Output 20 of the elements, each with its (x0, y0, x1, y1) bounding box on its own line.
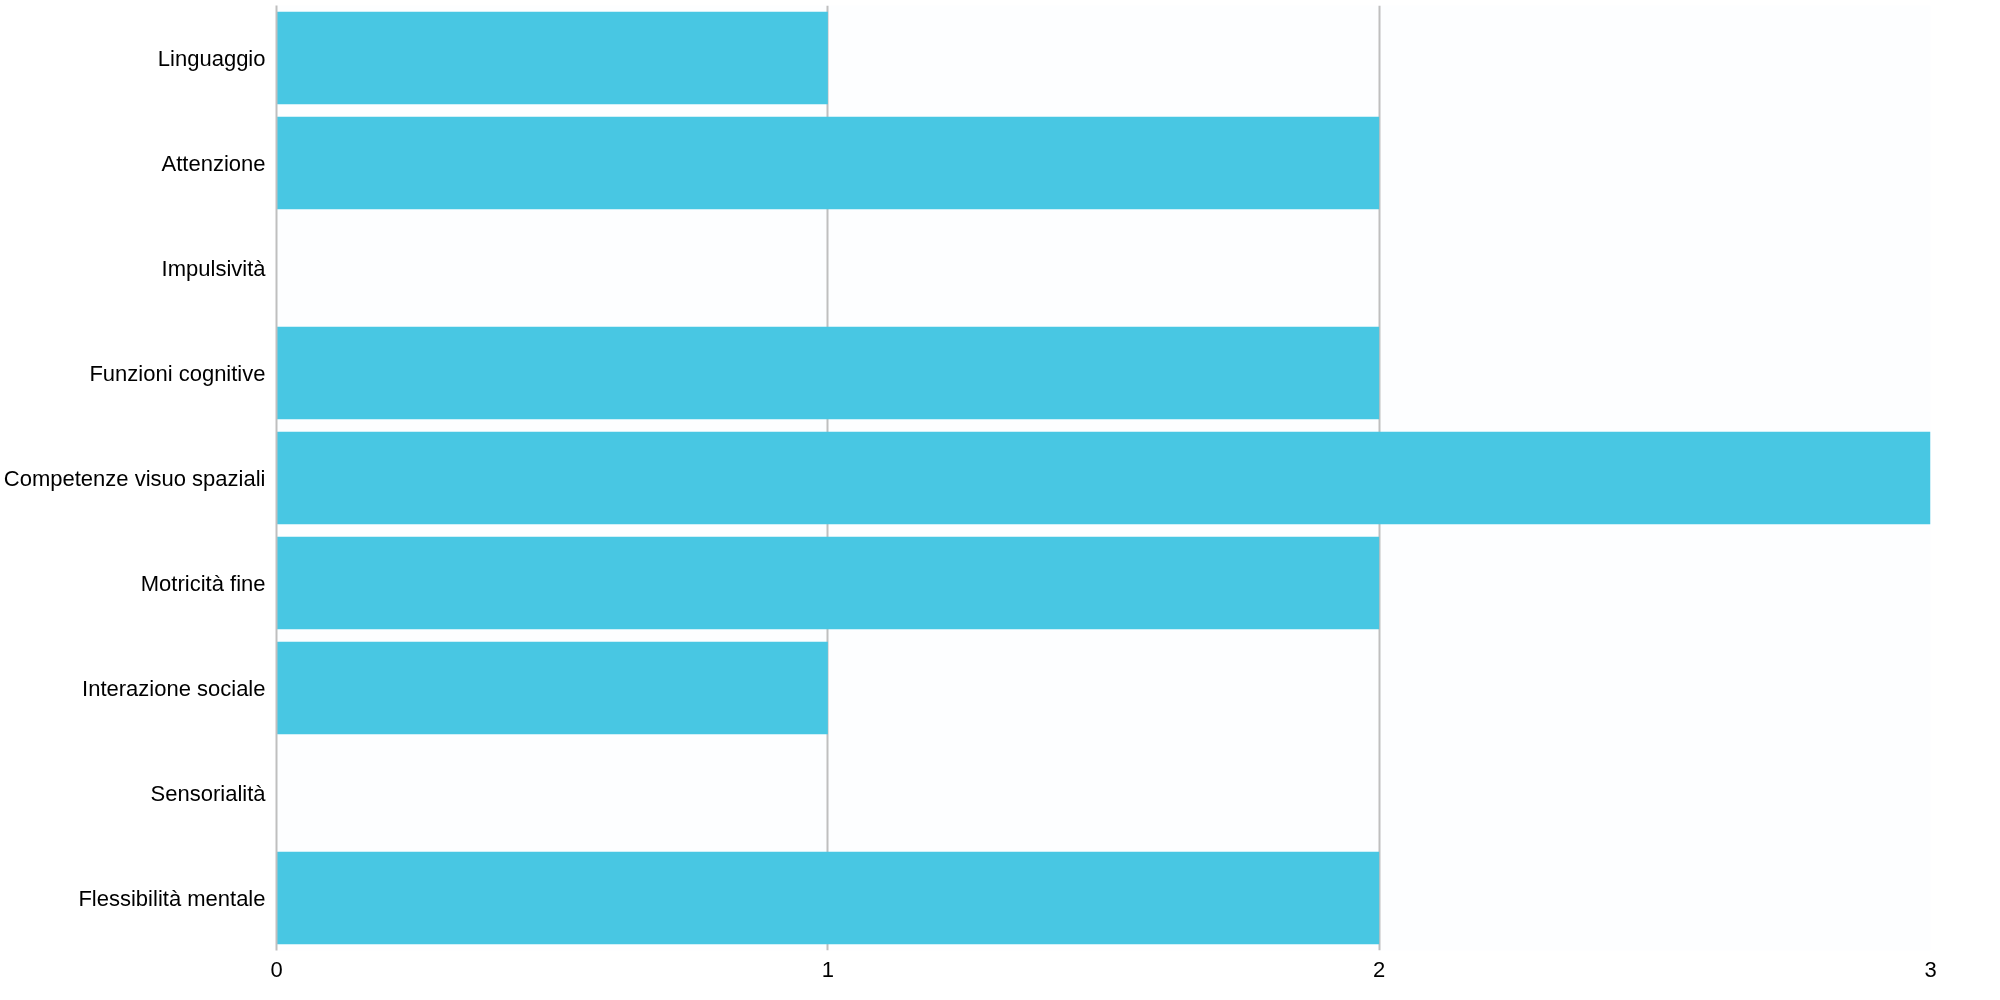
bar (276, 326, 1380, 420)
x-tick-label: 3 (1924, 956, 1937, 982)
y-tick-label: Motricità fine (140, 570, 266, 596)
x-tick-label: 0 (270, 956, 283, 982)
bar (276, 851, 1380, 945)
y-tick-label: Attenzione (161, 150, 266, 176)
y-tick-label: Impulsività (161, 255, 267, 281)
bar (276, 11, 828, 105)
y-tick-label: Interazione sociale (82, 675, 266, 701)
x-tick-label: 1 (821, 956, 834, 982)
bar (276, 116, 1380, 210)
x-tick-label: 2 (1373, 956, 1386, 982)
bar (276, 536, 1380, 630)
bar (276, 641, 828, 735)
y-tick-label: Funzioni cognitive (89, 360, 266, 386)
y-tick-label: Competenze visuo spaziali (3, 465, 266, 491)
y-tick-label: Sensorialità (150, 780, 267, 806)
y-tick-label: Flessibilità mentale (78, 885, 266, 911)
y-tick-label: Linguaggio (157, 45, 266, 71)
bar (276, 431, 1931, 525)
